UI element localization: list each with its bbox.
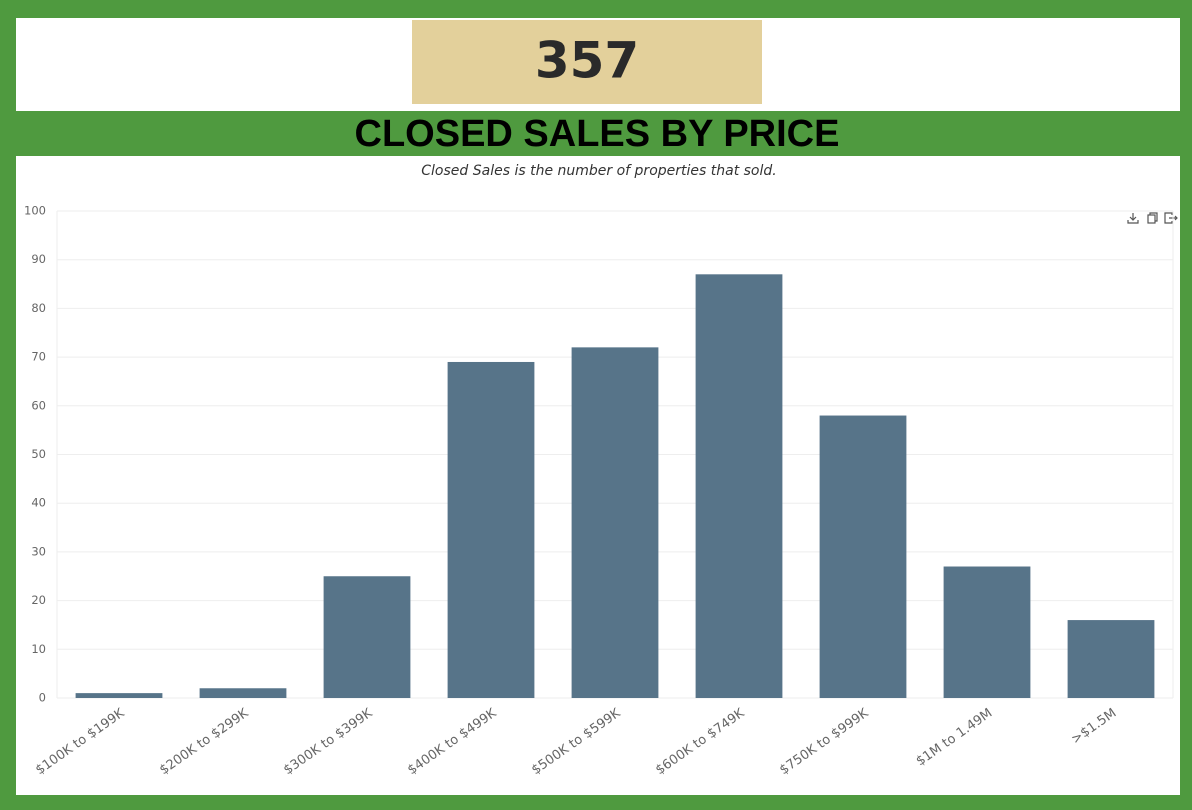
bar (447, 361, 535, 698)
y-tick-label: 100 (24, 204, 46, 218)
bar (75, 693, 163, 698)
bar (199, 688, 287, 698)
chart-title: CLOSED SALES BY PRICE (355, 113, 840, 155)
kpi-value: 357 (535, 32, 639, 90)
bar (819, 415, 907, 698)
bar (323, 576, 411, 698)
y-tick-label: 20 (31, 593, 46, 607)
bar (571, 347, 659, 698)
y-tick-label: 30 (31, 544, 46, 558)
chart-subtitle: Closed Sales is the number of properties… (421, 163, 776, 179)
y-tick-label: 90 (31, 252, 46, 266)
kpi-box (412, 20, 762, 104)
bar (695, 274, 783, 698)
y-tick-label: 50 (31, 447, 46, 461)
y-tick-label: 60 (31, 398, 46, 412)
toolbar (1127, 212, 1178, 224)
bar (943, 566, 1031, 698)
download-icon[interactable] (1127, 213, 1139, 224)
copy-icon[interactable] (1147, 212, 1158, 224)
y-tick-label: 0 (39, 691, 46, 705)
bar (1067, 620, 1155, 698)
y-tick-label: 80 (31, 301, 46, 315)
y-tick-label: 10 (31, 642, 46, 656)
y-tick-label: 40 (31, 496, 46, 510)
y-tick-label: 70 (31, 350, 46, 364)
